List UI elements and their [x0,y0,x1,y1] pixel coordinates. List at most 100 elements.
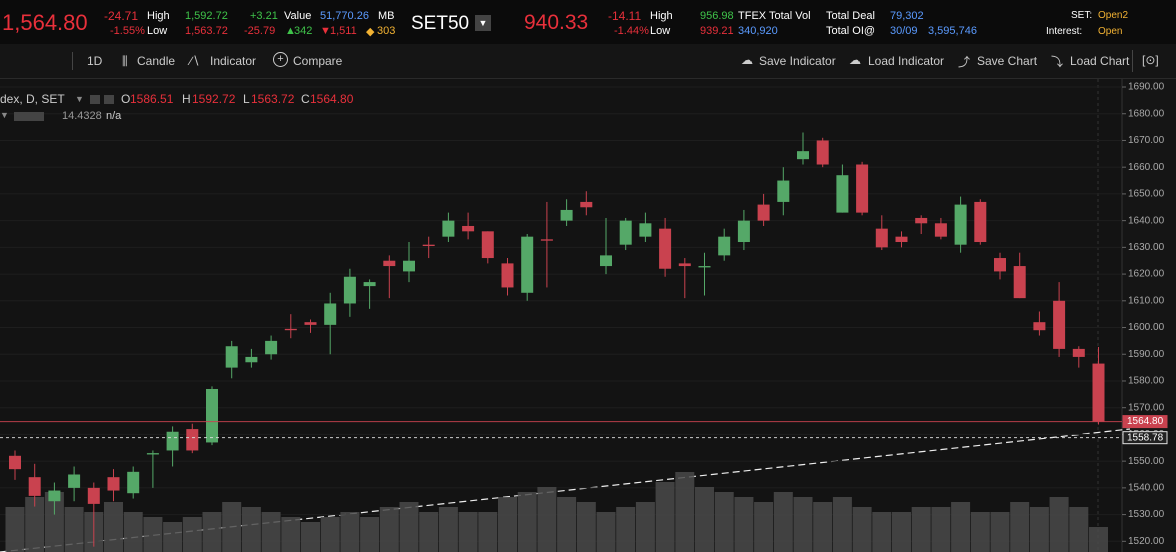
label: MB [378,10,395,22]
candle-body [481,231,494,259]
load-chart-icon: ⤵ [1051,55,1064,69]
volume-bar [576,502,596,552]
candle-body [1072,348,1085,357]
candle-body [284,328,297,331]
candle-body [737,220,750,243]
label: SET: [1071,10,1093,21]
study-value: 14.4328 [62,110,102,122]
interval-button[interactable]: 1D [87,54,103,68]
high-change: +3.21 [250,10,278,22]
y-tick-label: 1610.00 [1128,295,1165,306]
symbol-low: 939.21 [700,25,734,37]
indicator-button[interactable]: Indicator [210,54,257,68]
candle-body [836,175,849,213]
candle-icon: ⫼ [122,54,128,68]
label: L [243,92,250,106]
decline: 1,511 [330,25,357,37]
high: 1,592.72 [185,10,228,22]
volume-bar [832,497,852,552]
y-tick-label: 1550.00 [1128,456,1165,467]
candle-body [422,244,435,247]
candle-body [383,260,396,267]
volume-bar [163,522,183,552]
volume-bar [793,497,813,552]
legend-icon[interactable] [104,95,114,104]
separator [72,52,73,70]
change-pct: -1.55% [110,25,145,37]
candle-body [560,209,573,221]
save-chart-button[interactable]: Save Chart [977,54,1038,68]
toolbar: 1D ⫼ Candle ∕∖ Indicator + Compare ☁ Sav… [0,44,1176,79]
volume-bar [951,502,971,552]
label: TFEX [738,10,767,22]
save-indicator-button[interactable]: Save Indicator [759,54,836,68]
candle-body [659,228,672,269]
candle-body [48,490,61,502]
legend-dropdown[interactable]: ▼ [0,110,9,120]
volume-bar [379,507,399,552]
total-oi: 3,595,746 [928,25,977,37]
volume-bar [892,512,911,552]
label: H [182,92,191,106]
volume-bar [1049,497,1069,552]
candle-body [462,225,475,232]
volume-bar [635,502,655,552]
indicator-icon: ∕∖ [190,54,200,68]
y-tick-label: 1660.00 [1128,162,1165,173]
symbol-dropdown[interactable]: ▼ [475,15,491,31]
camera-button[interactable]: [⊙] [1142,53,1159,67]
total-oi-date: 30/09 [890,25,918,37]
candle-body [718,236,731,256]
load-chart-button[interactable]: Load Chart [1070,54,1130,68]
symbol: SET50 [411,13,470,34]
y-tick-label: 1640.00 [1128,215,1165,226]
candle-body [619,220,632,245]
volume-bar [970,512,990,552]
volume-bar [931,507,951,552]
y-tick-label: 1680.00 [1128,108,1165,119]
y-tick-label: 1520.00 [1128,536,1165,547]
candle-body [639,223,652,237]
price-tag-label: 1558.78 [1127,432,1164,443]
volume-bar [340,512,360,552]
candle-body [107,477,120,491]
label: O [121,92,131,106]
candle-body [68,474,81,488]
y-tick-label: 1620.00 [1128,269,1165,280]
y-tick-label: 1600.00 [1128,322,1165,333]
price-chart: 1520.001530.001540.001550.001560.001570.… [0,79,1176,552]
change: -24.71 [104,9,139,23]
label: Total Vol [769,10,811,22]
candle-body [1092,363,1105,422]
unchanged: 303 [377,25,396,37]
legend-open: 1586.51 [130,92,174,106]
candle-body [324,303,337,325]
legend-dropdown[interactable]: ▼ [75,94,84,104]
volume-bar [498,497,517,552]
unchanged-icon: ◆ [366,26,375,38]
volume-bar [123,512,143,552]
advance-icon: ▲ [285,25,296,37]
candle-body [974,201,987,243]
candle-button[interactable]: Candle [137,54,176,68]
candle-body [678,263,691,267]
study-icons[interactable] [14,112,44,121]
set-status: Open2 [1098,10,1129,21]
candle-body [28,477,41,496]
load-indicator-button[interactable]: Load Indicator [868,54,945,68]
candle-body [934,223,947,237]
volume-bar [655,482,675,552]
candle-body [343,276,356,304]
volume-bar [44,492,64,552]
compare-button[interactable]: Compare [293,54,343,68]
total-vol: 340,920 [738,25,778,37]
label: Interest: [1046,26,1083,37]
low-change: -25.79 [244,25,276,37]
y-tick-label: 1530.00 [1128,509,1165,520]
candle-body [225,346,238,368]
candle-body [1033,322,1046,331]
candle-body [915,217,928,224]
volume-bar [1029,507,1049,552]
legend-icon[interactable] [90,95,100,104]
